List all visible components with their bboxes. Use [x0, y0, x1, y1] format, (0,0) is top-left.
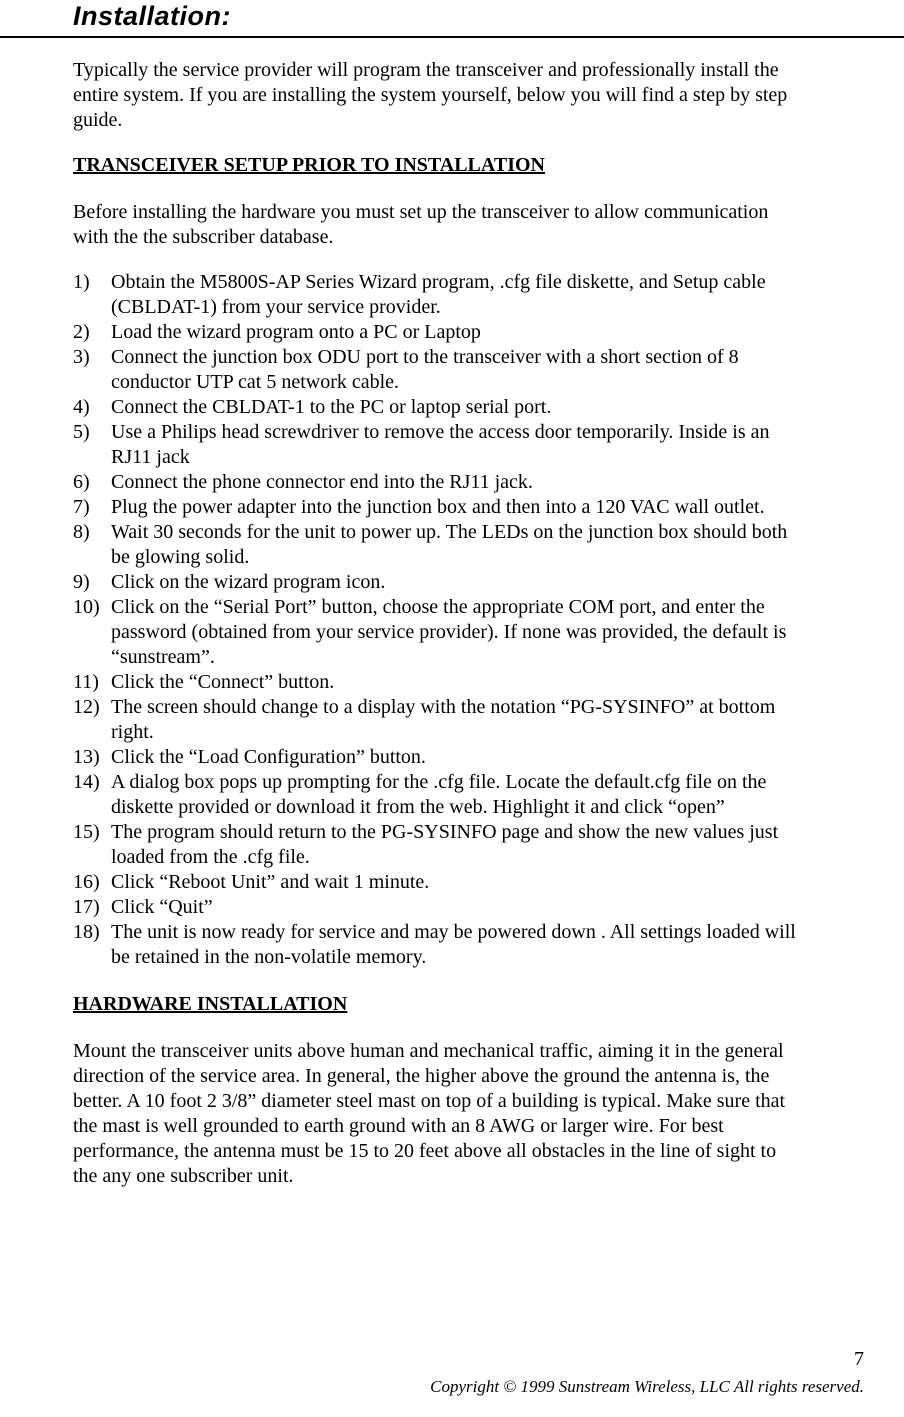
step-number: 7) [73, 495, 111, 520]
list-item: 8)Wait 30 seconds for the unit to power … [73, 520, 800, 570]
list-item: 2)Load the wizard program onto a PC or L… [73, 320, 800, 345]
list-item: 4)Connect the CBLDAT-1 to the PC or lapt… [73, 395, 800, 420]
list-item: 9)Click on the wizard program icon. [73, 570, 800, 595]
section2-body: Mount the transceiver units above human … [73, 1039, 800, 1189]
step-text: Connect the phone connector end into the… [111, 470, 800, 495]
list-item: 6)Connect the phone connector end into t… [73, 470, 800, 495]
list-item: 10)Click on the “Serial Port” button, ch… [73, 595, 800, 670]
step-text: Click on the wizard program icon. [111, 570, 800, 595]
step-number: 10) [73, 595, 111, 670]
step-text: Click “Reboot Unit” and wait 1 minute. [111, 870, 800, 895]
list-item: 1)Obtain the M5800S-AP Series Wizard pro… [73, 270, 800, 320]
list-item: 18)The unit is now ready for service and… [73, 920, 800, 970]
page-content: Typically the service provider will prog… [0, 38, 840, 1189]
list-item: 5)Use a Philips head screwdriver to remo… [73, 420, 800, 470]
list-item: 11)Click the “Connect” button. [73, 670, 800, 695]
list-item: 14)A dialog box pops up prompting for th… [73, 770, 800, 820]
step-text: The screen should change to a display wi… [111, 695, 800, 745]
step-number: 5) [73, 420, 111, 470]
step-text: Connect the junction box ODU port to the… [111, 345, 800, 395]
step-number: 2) [73, 320, 111, 345]
section1-intro: Before installing the hardware you must … [73, 200, 800, 250]
step-text: Use a Philips head screwdriver to remove… [111, 420, 800, 470]
list-item: 7)Plug the power adapter into the juncti… [73, 495, 800, 520]
page-header: Installation: [0, 0, 904, 38]
step-text: The program should return to the PG-SYSI… [111, 820, 800, 870]
step-text: Plug the power adapter into the junction… [111, 495, 800, 520]
page-title: Installation: [73, 0, 904, 34]
step-number: 8) [73, 520, 111, 570]
step-text: Wait 30 seconds for the unit to power up… [111, 520, 800, 570]
step-number: 1) [73, 270, 111, 320]
step-number: 11) [73, 670, 111, 695]
step-number: 15) [73, 820, 111, 870]
step-number: 12) [73, 695, 111, 745]
step-text: The unit is now ready for service and ma… [111, 920, 800, 970]
step-number: 18) [73, 920, 111, 970]
section2-heading: HARDWARE INSTALLATION [73, 992, 800, 1017]
intro-paragraph: Typically the service provider will prog… [73, 58, 800, 133]
step-text: Connect the CBLDAT-1 to the PC or laptop… [111, 395, 800, 420]
list-item: 15)The program should return to the PG-S… [73, 820, 800, 870]
step-number: 17) [73, 895, 111, 920]
step-number: 14) [73, 770, 111, 820]
step-number: 3) [73, 345, 111, 395]
list-item: 3)Connect the junction box ODU port to t… [73, 345, 800, 395]
page-number: 7 [430, 1347, 864, 1372]
step-number: 6) [73, 470, 111, 495]
section1-heading: TRANSCEIVER SETUP PRIOR TO INSTALLATION [73, 153, 800, 178]
step-text: Click the “Connect” button. [111, 670, 800, 695]
step-text: Click the “Load Configuration” button. [111, 745, 800, 770]
step-number: 13) [73, 745, 111, 770]
copyright-text: Copyright © 1999 Sunstream Wireless, LLC… [430, 1376, 864, 1397]
step-number: 9) [73, 570, 111, 595]
list-item: 16)Click “Reboot Unit” and wait 1 minute… [73, 870, 800, 895]
step-text: A dialog box pops up prompting for the .… [111, 770, 800, 820]
step-text: Click on the “Serial Port” button, choos… [111, 595, 800, 670]
step-text: Load the wizard program onto a PC or Lap… [111, 320, 800, 345]
step-number: 16) [73, 870, 111, 895]
step-text: Click “Quit” [111, 895, 800, 920]
list-item: 12)The screen should change to a display… [73, 695, 800, 745]
list-item: 17)Click “Quit” [73, 895, 800, 920]
page-footer: 7 Copyright © 1999 Sunstream Wireless, L… [430, 1347, 864, 1397]
list-item: 13)Click the “Load Configuration” button… [73, 745, 800, 770]
steps-list: 1)Obtain the M5800S-AP Series Wizard pro… [73, 270, 800, 970]
step-text: Obtain the M5800S-AP Series Wizard progr… [111, 270, 800, 320]
step-number: 4) [73, 395, 111, 420]
